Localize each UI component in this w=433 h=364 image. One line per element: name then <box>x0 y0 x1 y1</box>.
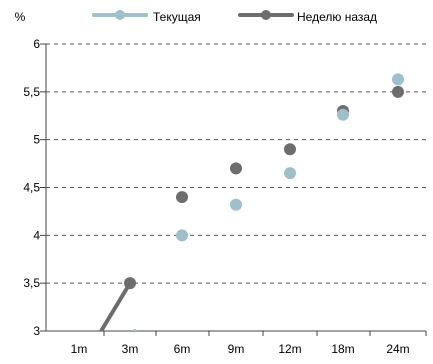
current-point <box>337 108 349 121</box>
week-ago-point <box>284 143 296 156</box>
current-point <box>392 73 404 86</box>
y-tick-label: 4,5 <box>23 181 40 195</box>
x-tick-label: 9m <box>228 342 245 356</box>
legend-label-current: Текущая <box>153 10 201 24</box>
current-point <box>176 229 188 242</box>
y-tick-label: 5 <box>33 133 40 147</box>
x-tick-label: 6m <box>174 342 191 356</box>
x-tick-label: 1m <box>71 342 88 356</box>
week-ago-point <box>230 162 242 175</box>
y-tick-label: 4 <box>33 228 40 242</box>
x-tick-label: 18m <box>331 342 354 356</box>
legend <box>92 10 294 20</box>
y-tick-label: 6 <box>33 37 40 51</box>
week-ago-line <box>99 281 132 331</box>
week-ago-point <box>176 191 188 204</box>
week-ago-point <box>124 277 136 290</box>
legend-label-week-ago: Неделю назад <box>297 10 377 24</box>
current-point <box>230 198 242 211</box>
series-lines <box>99 73 404 331</box>
y-tick-label: 5,5 <box>23 85 40 99</box>
x-tick-label: 12m <box>278 342 301 356</box>
axes: 6 5,5 5 4,5 4 3,5 3 1m 3m 6m 9m 12m 18m 24m <box>23 37 427 356</box>
y-unit-label: % <box>15 10 26 24</box>
legend-swatch-current-marker <box>115 10 125 20</box>
y-tick-label: 3 <box>33 324 40 338</box>
y-tick-label: 3,5 <box>23 276 40 290</box>
legend-swatch-week-ago-marker <box>261 10 271 20</box>
current-point <box>284 167 296 180</box>
week-ago-point <box>392 85 404 98</box>
x-tick-label: 24m <box>386 342 409 356</box>
x-tick-label: 3m <box>122 342 139 356</box>
current-line <box>132 329 137 331</box>
